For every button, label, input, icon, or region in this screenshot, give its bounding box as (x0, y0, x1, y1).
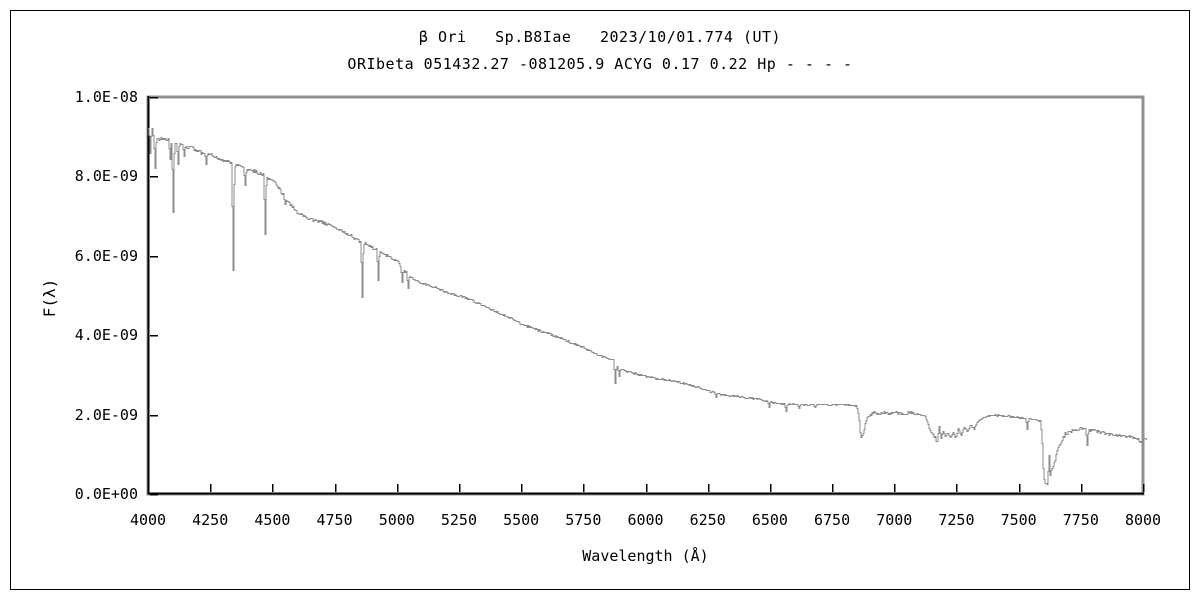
x-tick-label: 4000 (129, 511, 167, 529)
x-tick-label: 6250 (689, 511, 726, 529)
x-tick-label: 5250 (440, 511, 477, 529)
x-tick-label: 4250 (192, 511, 229, 529)
x-tick-label: 5500 (503, 511, 540, 529)
x-tick-label: 6000 (627, 511, 664, 529)
spectrum-line (148, 128, 1147, 485)
outer-border (10, 10, 1190, 590)
y-tick-label: 4.0E-09 (74, 326, 138, 345)
y-tick-label: 6.0E-09 (74, 246, 138, 265)
x-tick-label: 4750 (316, 511, 353, 529)
x-tick-label: 8000 (1124, 511, 1162, 529)
x-tick-label: 7750 (1062, 511, 1099, 529)
plot-frame (146, 95, 1145, 496)
x-tick-label: 7000 (876, 511, 913, 529)
y-tick-label: 0.0E+00 (74, 485, 138, 503)
chart-title: β Ori Sp.B8Iae 2023/10/01.774 (UT) (418, 28, 782, 46)
x-tick-label: 7250 (938, 511, 975, 529)
chart-subtitle: ORIbeta 051432.27 -081205.9 ACYG 0.17 0.… (347, 55, 853, 73)
y-tick-label: 2.0E-09 (74, 405, 138, 424)
y-tick-label: 8.0E-09 (74, 167, 138, 186)
x-tick-label: 7500 (1000, 511, 1037, 529)
x-tick-label: 5000 (378, 511, 415, 529)
y-tick-label: 1.0E-08 (74, 88, 138, 106)
x-tick-label: 5750 (565, 511, 602, 529)
x-tick-label: 6500 (751, 511, 788, 529)
x-tick-label: 4500 (254, 511, 291, 529)
axis-lines (147, 96, 1144, 495)
x-axis-title: Wavelength (Å) (582, 547, 709, 565)
x-tick-label: 6750 (814, 511, 851, 529)
